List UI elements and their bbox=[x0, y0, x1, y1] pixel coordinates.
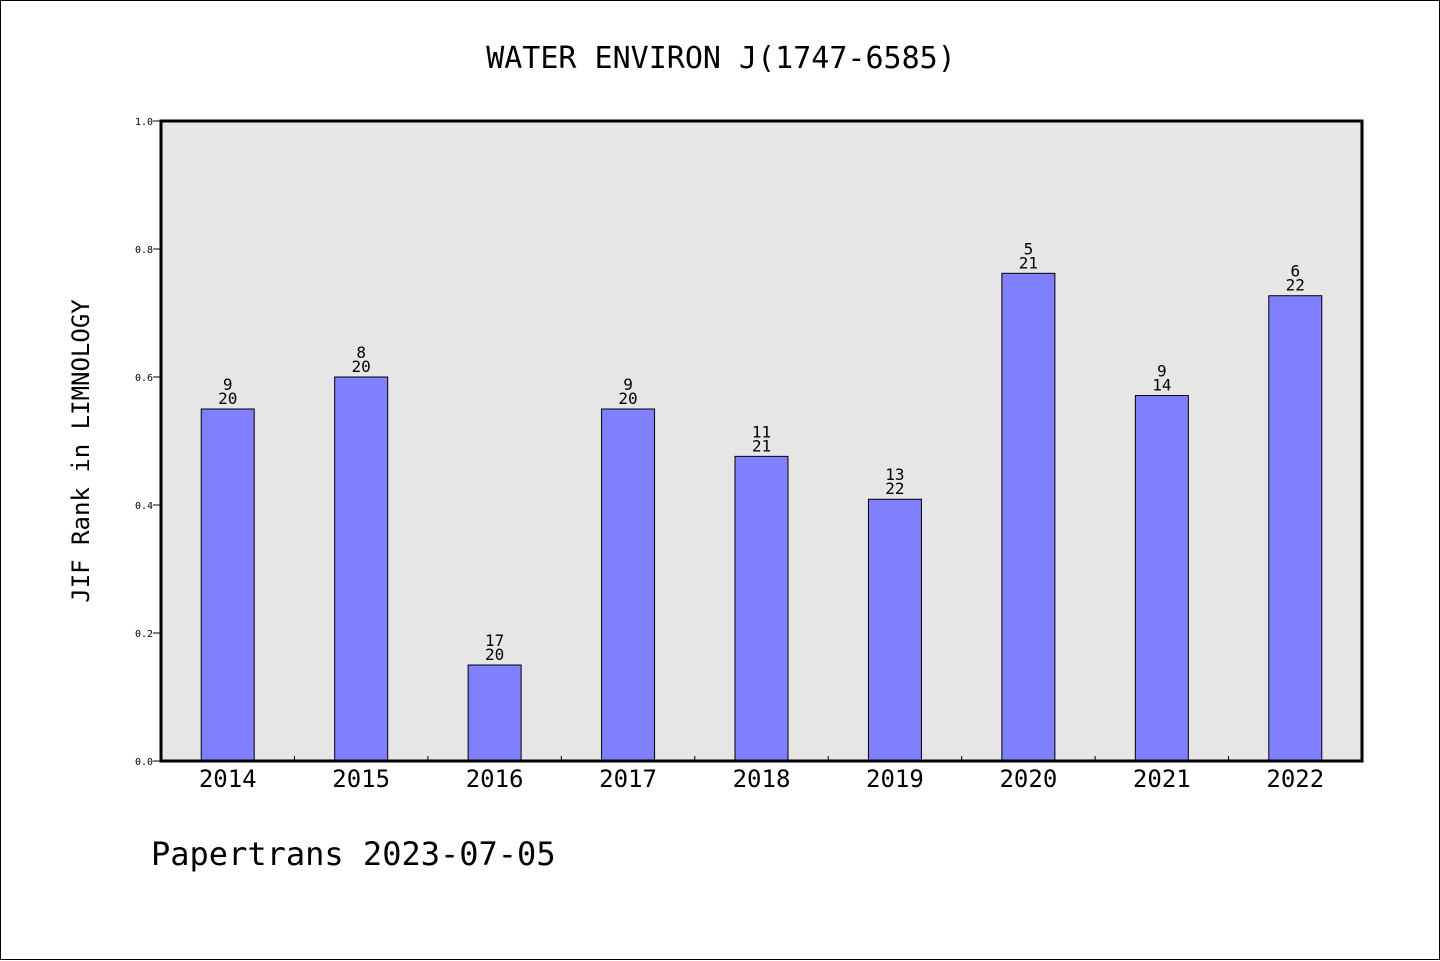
x-tick-label-2015: 2015 bbox=[332, 765, 390, 793]
y-axis-label: JIF Rank in LIMNOLOGY bbox=[67, 299, 95, 603]
bar-label-total-2017: 20 bbox=[618, 389, 637, 408]
bar-label-total-2015: 20 bbox=[352, 357, 371, 376]
x-tick-label-2014: 2014 bbox=[199, 765, 257, 793]
bar-label-total-2019: 22 bbox=[885, 479, 904, 498]
chart-title: WATER ENVIRON J(1747-6585) bbox=[486, 41, 956, 76]
x-axis: 2014 2015 2016 2017 2018 2019 2020 2021 2022 bbox=[199, 756, 1324, 793]
x-tick-label-2020: 2020 bbox=[999, 765, 1057, 793]
y-tick-label: 1.0 bbox=[135, 117, 153, 128]
bar-label-rank-2014: 9 bbox=[223, 375, 233, 394]
x-tick-label-2017: 2017 bbox=[599, 765, 657, 793]
x-tick-label-2022: 2022 bbox=[1266, 765, 1324, 793]
bar-label-total-2016: 20 bbox=[485, 645, 504, 664]
bar-label-total-2021: 14 bbox=[1152, 376, 1171, 395]
bars-layer bbox=[200, 272, 1323, 762]
x-tick-label-2021: 2021 bbox=[1133, 765, 1191, 793]
bar-label-rank-2019: 13 bbox=[885, 465, 904, 484]
y-tick-label: 0.4 bbox=[135, 501, 153, 512]
bar-label-total-2018: 21 bbox=[752, 436, 771, 455]
y-tick-label: 0.6 bbox=[135, 373, 153, 384]
bar-2021 bbox=[1134, 395, 1189, 762]
y-tick-label: 0.0 bbox=[135, 757, 153, 768]
bar-label-rank-2021: 9 bbox=[1157, 362, 1167, 381]
bar-label-rank-2020: 5 bbox=[1024, 239, 1034, 258]
x-tick-label-2016: 2016 bbox=[466, 765, 524, 793]
bar-label-rank-2017: 9 bbox=[623, 375, 633, 394]
y-tick-label: 0.2 bbox=[135, 629, 153, 640]
x-tick-label-2019: 2019 bbox=[866, 765, 924, 793]
bar-2015 bbox=[334, 376, 389, 762]
bar-2018 bbox=[734, 455, 789, 762]
plot-border bbox=[159, 119, 1364, 763]
footer-text: Papertrans 2023-07-05 bbox=[151, 835, 556, 873]
bar-2016 bbox=[467, 664, 522, 762]
bar-label-rank-2022: 6 bbox=[1290, 262, 1300, 281]
bar-label-total-2014: 20 bbox=[218, 389, 237, 408]
bar-2019 bbox=[867, 498, 922, 762]
bar-2020 bbox=[1001, 272, 1056, 762]
y-tick-label: 0.8 bbox=[135, 245, 153, 256]
y-axis: 0.0 0.2 0.4 0.6 0.8 1.0 bbox=[135, 117, 161, 768]
bar-2014 bbox=[200, 408, 255, 762]
bar-label-rank-2018: 11 bbox=[752, 422, 771, 441]
x-tick-label-2018: 2018 bbox=[733, 765, 791, 793]
bar-label-rank-2016: 17 bbox=[485, 631, 504, 650]
bar-label-rank-2015: 8 bbox=[356, 343, 366, 362]
bar-label-total-2020: 21 bbox=[1019, 253, 1038, 272]
bar-label-total-2022: 22 bbox=[1286, 276, 1305, 295]
bar-2017 bbox=[601, 408, 656, 762]
bar-2022 bbox=[1268, 295, 1323, 762]
